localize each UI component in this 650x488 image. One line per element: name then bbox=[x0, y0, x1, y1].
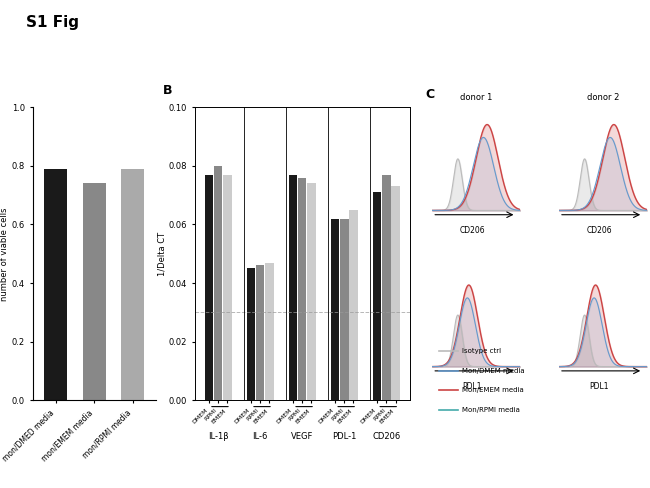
Bar bbox=[265, 263, 274, 400]
Bar bbox=[122, 169, 144, 400]
Bar bbox=[349, 210, 358, 400]
Bar bbox=[340, 219, 348, 400]
Text: IL-1β: IL-1β bbox=[208, 432, 228, 441]
Text: CD206: CD206 bbox=[586, 226, 612, 235]
Bar bbox=[83, 183, 106, 400]
Text: Mon/RPMI media: Mon/RPMI media bbox=[462, 407, 519, 413]
Text: B: B bbox=[162, 84, 172, 97]
Text: VEGF: VEGF bbox=[291, 432, 313, 441]
Text: PDL1: PDL1 bbox=[463, 382, 482, 391]
Bar bbox=[205, 175, 213, 400]
Bar bbox=[298, 178, 306, 400]
Text: IL-6: IL-6 bbox=[252, 432, 268, 441]
Text: C: C bbox=[426, 88, 435, 101]
Bar bbox=[307, 183, 316, 400]
Text: CD206: CD206 bbox=[460, 226, 486, 235]
Bar bbox=[214, 166, 222, 400]
Bar bbox=[44, 169, 67, 400]
Text: donor 2: donor 2 bbox=[587, 94, 619, 102]
Text: Isotype ctrl: Isotype ctrl bbox=[462, 348, 501, 354]
Text: Mon/DMEM media: Mon/DMEM media bbox=[462, 368, 524, 374]
Text: PDL-1: PDL-1 bbox=[332, 432, 356, 441]
Y-axis label: number of viable cells: number of viable cells bbox=[0, 207, 9, 301]
Bar bbox=[391, 186, 400, 400]
Bar bbox=[223, 175, 231, 400]
Text: CD206: CD206 bbox=[372, 432, 400, 441]
Text: S1 Fig: S1 Fig bbox=[26, 15, 79, 30]
Text: donor 1: donor 1 bbox=[460, 94, 492, 102]
Bar bbox=[331, 219, 339, 400]
Bar bbox=[247, 268, 255, 400]
Bar bbox=[289, 175, 297, 400]
Bar bbox=[256, 265, 265, 400]
Text: PDL1: PDL1 bbox=[590, 382, 609, 391]
Bar bbox=[382, 175, 391, 400]
Bar bbox=[373, 192, 382, 400]
Text: Mon/EMEM media: Mon/EMEM media bbox=[462, 387, 523, 393]
Y-axis label: 1/Delta CT: 1/Delta CT bbox=[157, 232, 166, 276]
